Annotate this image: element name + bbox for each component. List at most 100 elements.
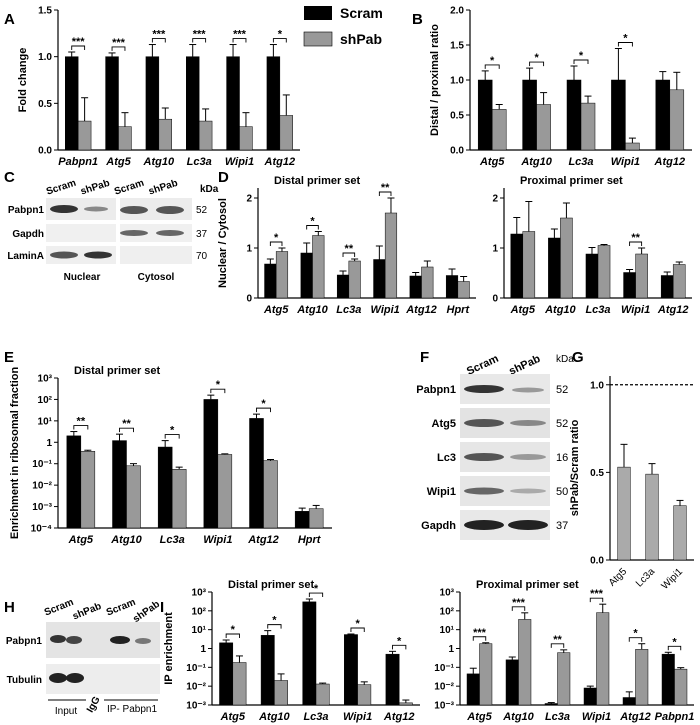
bar-scram	[505, 659, 519, 706]
y-tick-label: 10⁻²	[434, 682, 454, 693]
bar-shpab	[522, 231, 536, 299]
bar-shpab	[308, 508, 324, 529]
category-label: Wipi1	[203, 534, 232, 546]
significance-bracket	[164, 434, 180, 439]
chart-d-proximal: 0 1 2 Proximal primer set Atg5 Atg10 Lc3a ** Wip…	[492, 175, 692, 316]
blot-f: Scram shPab kDa Pabpn1 Atg5 Lc3 Wipi1 Ga…	[416, 353, 574, 540]
significance-label: *	[272, 615, 277, 627]
band	[508, 520, 548, 530]
significance-bracket	[272, 38, 287, 43]
bar-scram	[544, 703, 558, 706]
bar-shpab	[672, 264, 686, 299]
panel-label-d: D	[218, 169, 229, 186]
significance-bracket	[232, 38, 247, 43]
bar-scram	[655, 79, 671, 151]
significance-bracket	[628, 637, 643, 642]
category-label: Atg12	[405, 304, 437, 316]
bar-shpab	[491, 109, 507, 151]
chart-title: Distal primer set	[228, 579, 315, 591]
bar-scram	[112, 440, 127, 529]
category-label: Atg12	[654, 156, 686, 168]
category-label: Atg5	[479, 156, 505, 168]
category-label: Lc3a	[336, 304, 361, 316]
bar-scram	[300, 252, 313, 299]
category-label: Atg5	[510, 304, 536, 316]
significance-bracket	[119, 427, 134, 433]
y-tick-label: 1	[46, 438, 52, 449]
y-tick-label: 1.5	[38, 6, 52, 17]
significance-bracket	[511, 606, 526, 611]
band	[464, 385, 504, 393]
significance-bracket	[378, 191, 392, 196]
significance-label: *	[170, 425, 175, 437]
bar-shpab	[80, 451, 96, 529]
blot-h-lane-2: shPab	[71, 601, 103, 622]
significance-label: **	[631, 232, 640, 244]
chart-g: 0.0 0.5 1.0 shPab/Scram ratio Atg5 Lc3a Wipi1	[569, 376, 694, 592]
category-label: Lc3a	[545, 711, 570, 723]
bar-shpab	[198, 120, 213, 151]
category-label: Atg10	[502, 711, 534, 723]
blot-c: Scram shPab Scram shPab kDa Pabpn1 Gapdh…	[7, 178, 218, 283]
category-label: Atg12	[264, 156, 296, 168]
band	[156, 230, 184, 236]
bar-scram	[510, 233, 524, 299]
chart-title: Proximal primer set	[476, 579, 579, 591]
significance-bracket	[71, 45, 86, 50]
significance-label: *	[231, 624, 236, 636]
significance-label: *	[278, 29, 283, 41]
blot-h-lane-4: shPab	[131, 599, 162, 625]
bar-shpab	[421, 266, 434, 299]
y-tick-label: 10⁻³	[434, 701, 454, 712]
blot-c-group-1: Nuclear	[64, 272, 101, 283]
bar-scram	[622, 697, 636, 706]
category-label: Wipi1	[660, 566, 686, 592]
y-tick-label: 10²	[440, 606, 455, 617]
bar-shpab	[384, 212, 398, 299]
bar-scram	[566, 79, 582, 151]
bar-scram	[385, 653, 400, 706]
band	[49, 673, 67, 683]
blot-f-row-2: Atg5	[432, 418, 456, 430]
y-tick-label: 0.5	[38, 99, 52, 110]
blot-f-row-3: Lc3	[437, 452, 456, 464]
bar-scram	[611, 79, 626, 151]
bar-scram	[226, 56, 240, 151]
bar-shpab	[217, 454, 233, 529]
y-tick-label: 10³	[38, 374, 53, 385]
blot-c-lane-3: Scram	[113, 178, 146, 198]
category-label: Wipi1	[611, 156, 640, 168]
bar-scram	[266, 56, 281, 151]
significance-bracket	[350, 627, 365, 632]
y-tick-label: 2	[246, 194, 252, 205]
y-tick-label: 10²	[38, 395, 53, 406]
significance-label: *	[310, 216, 315, 228]
significance-label: *	[672, 636, 677, 648]
band	[50, 251, 78, 259]
y-tick-label: 0.0	[38, 146, 52, 157]
bar-shpab	[171, 469, 187, 529]
y-tick-label: 1.0	[38, 52, 52, 63]
chart-i-distal: 10⁻³ 10⁻² 10⁻¹ 1 10¹ 10² 10³ IP enrichment Dista…	[163, 579, 420, 723]
y-tick-label: 1.0	[590, 380, 604, 391]
significance-label: *	[579, 50, 584, 62]
bar-scram	[585, 253, 599, 299]
bar-shpab	[673, 505, 687, 561]
bar-scram	[66, 435, 82, 529]
significance-bracket	[529, 61, 545, 67]
significance-label: ***	[233, 29, 247, 41]
bar-shpab	[635, 649, 649, 706]
blot-f-row-4: Wipi1	[427, 486, 456, 498]
panel-label-b: B	[412, 11, 423, 28]
bar-shpab	[597, 245, 611, 299]
panel-label-c: C	[4, 169, 15, 186]
y-axis-label: IP enrichment	[163, 612, 175, 685]
bar-shpab	[239, 126, 253, 151]
band	[512, 387, 544, 393]
category-label: Wipi1	[371, 304, 400, 316]
band	[156, 206, 184, 214]
category-label: Lc3a	[187, 156, 212, 168]
bar-scram	[294, 511, 310, 529]
significance-label: *	[274, 232, 279, 244]
bar-scram	[219, 642, 234, 706]
